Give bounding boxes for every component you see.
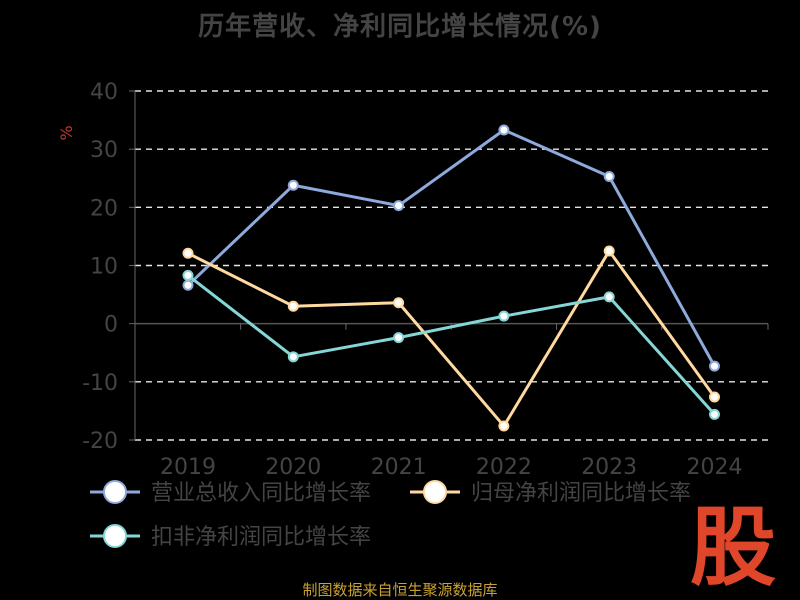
data-point xyxy=(603,171,615,183)
series-line-3 xyxy=(187,274,716,416)
legend-marker xyxy=(103,480,127,504)
data-point xyxy=(498,124,510,136)
y-tick-label: 10 xyxy=(90,255,118,280)
data-point xyxy=(393,200,405,212)
data-point xyxy=(709,391,720,403)
y-axis-label: % xyxy=(57,125,76,140)
data-point xyxy=(287,351,299,363)
data-point xyxy=(182,269,194,281)
data-point xyxy=(393,332,405,344)
data-point xyxy=(182,247,194,259)
data-point xyxy=(182,279,194,291)
legend-marker xyxy=(423,480,447,504)
legend-label: 扣非净利润同比增长率 xyxy=(151,525,371,550)
watermark-logo: 股 xyxy=(690,498,776,598)
y-tick-label: -20 xyxy=(82,429,118,454)
y-tick-label: 0 xyxy=(104,313,118,338)
data-point xyxy=(498,420,510,432)
y-tick-label: 30 xyxy=(90,138,118,163)
data-point xyxy=(287,300,299,312)
data-point xyxy=(287,179,299,191)
data-point xyxy=(603,245,615,257)
chart-title: 历年营收、净利同比增长情况(%) xyxy=(198,12,602,42)
series-line-2 xyxy=(187,249,716,428)
y-tick-label: 20 xyxy=(90,196,118,221)
y-tick-label: -10 xyxy=(82,371,118,396)
data-point xyxy=(603,291,615,303)
x-tick-label: 2019 xyxy=(160,455,216,480)
x-tick-label: 2020 xyxy=(265,455,321,480)
data-point xyxy=(393,297,405,309)
source-footer: 制图数据来自恒生聚源数据库 xyxy=(302,581,498,599)
data-point xyxy=(709,360,720,372)
series-line-1 xyxy=(186,128,716,367)
x-tick-label: 2022 xyxy=(476,455,532,480)
data-point xyxy=(498,310,510,322)
y-tick-label: 40 xyxy=(90,80,118,105)
x-tick-label: 2021 xyxy=(371,455,427,480)
x-tick-label: 2024 xyxy=(687,455,743,480)
x-tick-label: 2023 xyxy=(581,455,637,480)
legend-marker xyxy=(103,524,127,548)
data-point xyxy=(709,408,720,420)
legend-label: 归母净利润同比增长率 xyxy=(471,481,691,506)
legend-label: 营业总收入同比增长率 xyxy=(151,481,371,506)
